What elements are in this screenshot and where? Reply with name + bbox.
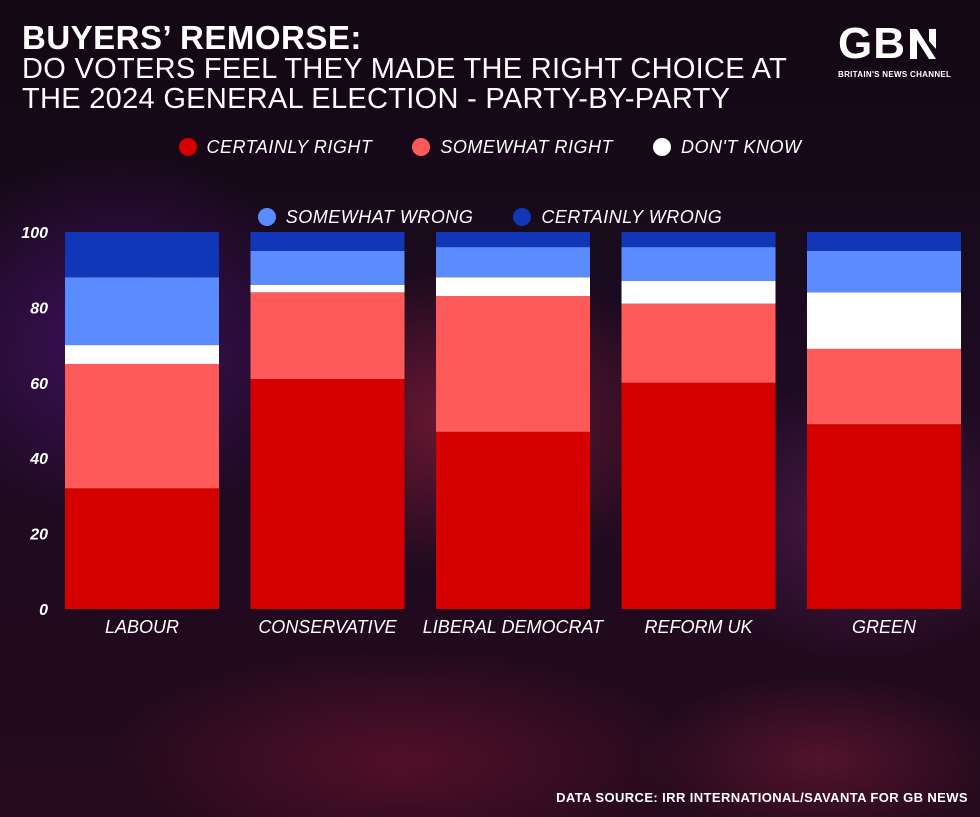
y-tick-label: 20 xyxy=(29,527,48,544)
y-tick-label: 100 xyxy=(21,225,48,242)
legend-item: CERTAINLY RIGHT xyxy=(178,136,373,158)
bar-segment xyxy=(436,232,590,248)
gbn-logo: GB BRITAIN'S NEWS CHANNEL xyxy=(838,22,960,80)
chart-subtitle: DO VOTERS FEEL THEY MADE THE RIGHT CHOIC… xyxy=(22,53,787,115)
bar-segment xyxy=(621,303,776,383)
bar-segment xyxy=(621,232,776,248)
bar-segment xyxy=(807,348,961,425)
bar-segment xyxy=(250,284,405,293)
legend-label: SOMEWHAT RIGHT xyxy=(440,137,614,157)
x-category-label: LABOUR xyxy=(105,617,179,637)
bar-segment xyxy=(250,292,405,380)
legend-swatch xyxy=(653,138,672,156)
y-tick-label: 60 xyxy=(30,376,48,393)
bar-segment xyxy=(436,247,590,278)
bar-segment xyxy=(250,379,405,609)
x-category-label: GREEN xyxy=(852,617,917,637)
x-category-label: REFORM UK xyxy=(645,617,754,637)
legend-item: DON'T KNOW xyxy=(653,136,801,158)
x-category-label: CONSERVATIVE xyxy=(258,617,397,637)
stacked-bar-chart: 0 20 40 60 80 100 LABOUR CONSERVATIVE LIBERAL DE… xyxy=(21,225,961,637)
bar-segment xyxy=(621,382,776,609)
legend-item: SOMEWHAT RIGHT xyxy=(412,136,613,158)
bar-segment xyxy=(65,345,219,364)
bar-segment xyxy=(65,277,219,346)
chart-title: BUYERS’ REMORSE: xyxy=(22,19,362,56)
bar-segment xyxy=(250,250,405,285)
bar-segment xyxy=(436,431,590,609)
bar-segment xyxy=(65,363,219,489)
logo-text: GB xyxy=(838,19,906,68)
legend-label: SOMEWHAT WRONG xyxy=(285,207,474,227)
legend-label: CERTAINLY RIGHT xyxy=(206,137,373,157)
bar-segment xyxy=(250,232,405,251)
bar-segment xyxy=(621,247,776,282)
chart-legend: CERTAINLY RIGHT SOMEWHAT RIGHT DON'T KNOW S… xyxy=(0,136,980,228)
legend-item: SOMEWHAT WRONG xyxy=(257,206,474,228)
y-tick-label: 40 xyxy=(29,451,48,468)
bar-segment xyxy=(807,250,961,293)
bar-segment xyxy=(436,277,590,297)
legend-label: CERTAINLY WRONG xyxy=(541,207,723,227)
legend-swatch xyxy=(513,208,532,226)
bar-segment xyxy=(436,296,590,432)
legend-item: CERTAINLY WRONG xyxy=(513,206,722,228)
y-tick-label: 0 xyxy=(39,602,48,619)
bar-segment xyxy=(807,424,961,609)
logo-tagline: BRITAIN'S NEWS CHANNEL xyxy=(838,70,952,79)
legend-label: DON'T KNOW xyxy=(681,137,802,157)
legend-swatch xyxy=(178,138,197,156)
bar-segment xyxy=(621,281,776,304)
logo-n-icon xyxy=(910,29,936,59)
data-source: DATA SOURCE: IRR INTERNATIONAL/SAVANTA F… xyxy=(556,790,968,805)
legend-swatch xyxy=(412,138,431,156)
logo-wordmark: GB xyxy=(838,22,960,66)
legend-swatch xyxy=(257,208,276,226)
y-tick-label: 80 xyxy=(30,300,48,317)
bar-segment xyxy=(65,232,219,278)
bar-segment xyxy=(65,488,219,609)
bar-segment xyxy=(807,232,961,251)
bar-segment xyxy=(807,292,961,349)
x-category-label: LIBERAL DEMOCRAT xyxy=(423,617,605,637)
